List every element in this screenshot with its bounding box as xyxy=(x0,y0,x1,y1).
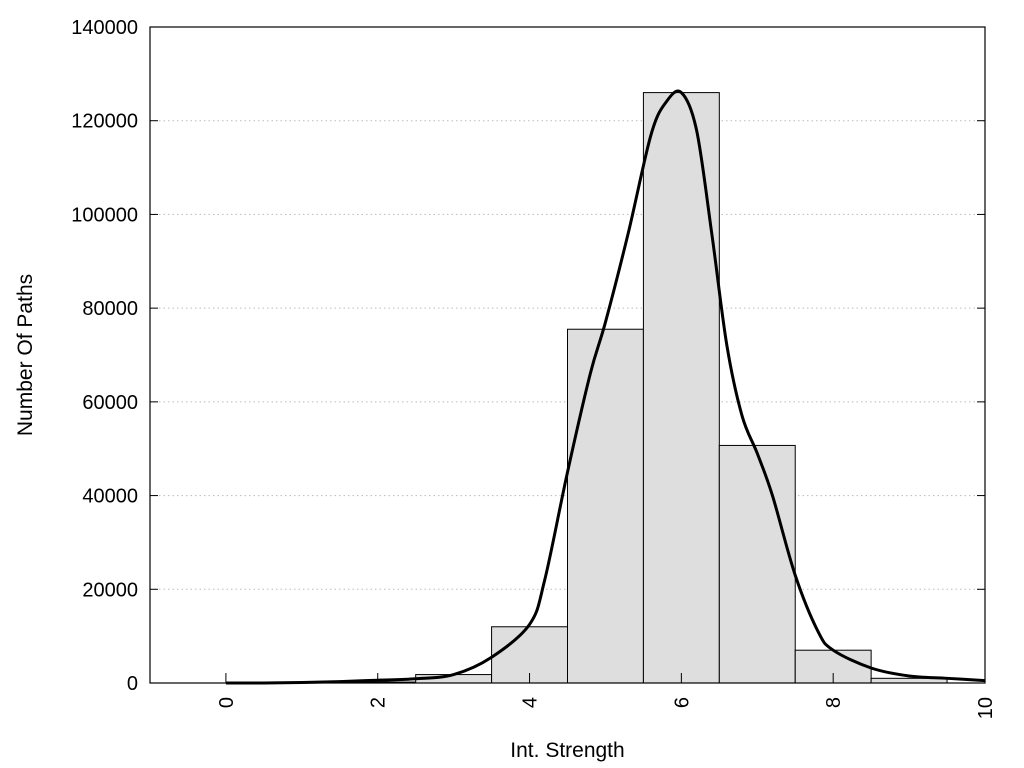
histogram-bars xyxy=(339,92,948,684)
x-axis-ticks: 0 2 4 6 8 10 xyxy=(216,673,997,719)
x-tick-label: 2 xyxy=(368,697,390,708)
y-tick-label: 80000 xyxy=(82,298,138,320)
x-tick-label: 6 xyxy=(671,697,693,708)
histogram-bar xyxy=(642,92,720,684)
y-tick-label: 60000 xyxy=(82,392,138,414)
fit-curve-layer xyxy=(225,89,986,685)
y-tick-label: 20000 xyxy=(82,579,138,601)
plot-frame xyxy=(149,26,986,684)
y-tick-label: 140000 xyxy=(71,17,138,39)
y-axis-ticks: 0 20000 40000 60000 80000 100000 120000 140000 xyxy=(71,17,985,695)
y-tick-label: 120000 xyxy=(71,111,138,133)
x-tick-label: 4 xyxy=(520,697,542,708)
x-axis-label: Int. Strength xyxy=(510,739,624,762)
x-tick-label: 10 xyxy=(975,697,997,719)
y-axis-label: Number Of Paths xyxy=(14,274,37,436)
histogram-bar xyxy=(718,444,796,684)
histogram-bar xyxy=(567,328,644,684)
fit-curve xyxy=(225,89,986,685)
x-tick-label: 0 xyxy=(216,697,238,708)
x-tick-label: 8 xyxy=(823,697,845,708)
y-tick-label: 0 xyxy=(127,673,138,695)
y-tick-label: 40000 xyxy=(82,486,138,508)
y-tick-label: 100000 xyxy=(71,204,138,226)
